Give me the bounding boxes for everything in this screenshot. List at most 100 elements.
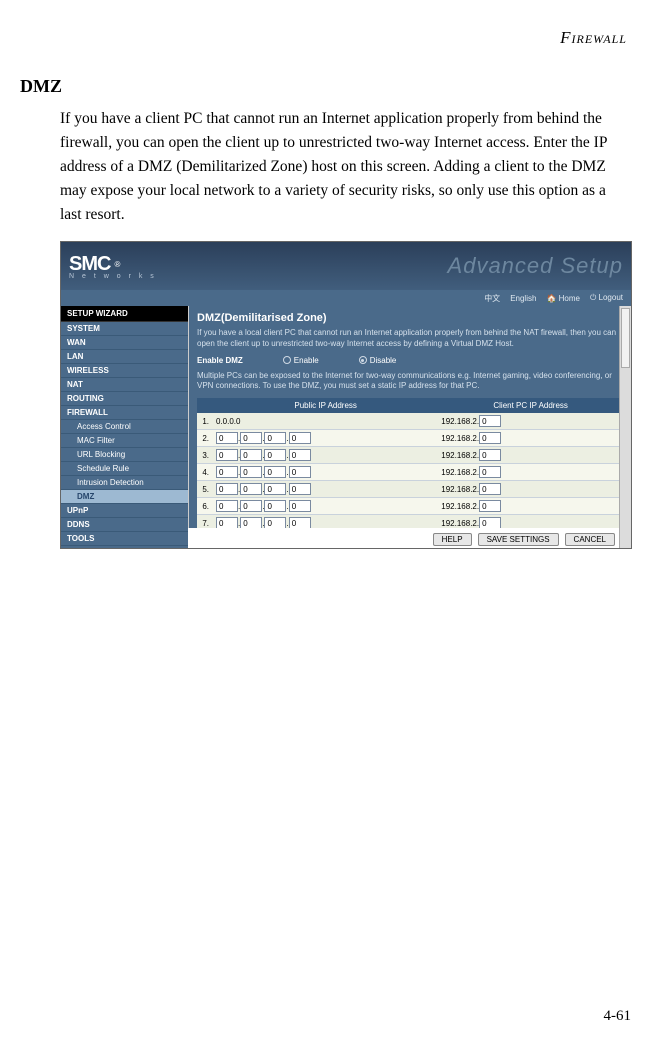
sidebar-item-routing[interactable]: ROUTING xyxy=(61,392,188,406)
sidebar-sub-url-blocking[interactable]: URL Blocking xyxy=(61,448,188,462)
scrollbar-thumb[interactable] xyxy=(621,308,630,368)
page-number: 4-61 xyxy=(604,1008,632,1025)
sidebar-item-lan[interactable]: LAN xyxy=(61,350,188,364)
sidebar-item-wireless[interactable]: WIRELESS xyxy=(61,364,188,378)
sidebar: SETUP WIZARD SYSTEM WAN LAN WIRELESS NAT… xyxy=(61,306,189,528)
enable-radio[interactable]: Enable xyxy=(283,356,319,365)
body-paragraph: If you have a client PC that cannot run … xyxy=(60,107,627,227)
main-panel: DMZ(Demilitarised Zone) If you have a lo… xyxy=(189,306,631,528)
public-ip-cell: 0.0.0.0 xyxy=(213,498,438,515)
sidebar-item-ddns[interactable]: DDNS xyxy=(61,518,188,532)
sidebar-item-upnp[interactable]: UPnP xyxy=(61,504,188,518)
sidebar-setup-wizard[interactable]: SETUP WIZARD xyxy=(61,306,188,322)
ip-octet-input[interactable]: 0 xyxy=(240,466,262,478)
client-ip-input[interactable]: 0 xyxy=(479,432,501,444)
ip-octet-input[interactable]: 0 xyxy=(216,483,238,495)
ip-octet-input[interactable]: 0 xyxy=(240,500,262,512)
client-ip-cell: 192.168.2.0 xyxy=(438,413,623,430)
sidebar-item-wan[interactable]: WAN xyxy=(61,336,188,350)
ip-octet-input[interactable]: 0 xyxy=(264,500,286,512)
client-ip-cell: 192.168.2.0 xyxy=(438,447,623,464)
router-ui-screenshot: SMC ® N e t w o r k s Advanced Setup 中文 … xyxy=(60,241,632,549)
sidebar-item-system[interactable]: SYSTEM xyxy=(61,322,188,336)
ip-octet-input[interactable]: 0 xyxy=(216,432,238,444)
row-number: 1. xyxy=(197,413,213,430)
sidebar-sub-dmz[interactable]: DMZ xyxy=(61,490,188,504)
row-number: 5. xyxy=(197,481,213,498)
ip-octet-input[interactable]: 0 xyxy=(289,432,311,444)
public-ip-cell: 0.0.0.0 xyxy=(213,481,438,498)
ip-octet-input[interactable]: 0 xyxy=(240,449,262,461)
ip-octet-input[interactable]: 0 xyxy=(264,517,286,528)
ip-octet-input[interactable]: 0 xyxy=(289,517,311,528)
ip-octet-input[interactable]: 0 xyxy=(240,432,262,444)
client-ip-input[interactable]: 0 xyxy=(479,517,501,528)
sidebar-sub-mac-filter[interactable]: MAC Filter xyxy=(61,434,188,448)
ip-octet-input[interactable]: 0 xyxy=(240,483,262,495)
page-running-header: Firewall xyxy=(20,28,627,48)
button-row: HELP SAVE SETTINGS CANCEL xyxy=(433,533,615,546)
row-number: 3. xyxy=(197,447,213,464)
home-link[interactable]: 🏠 Home xyxy=(546,294,580,303)
cancel-button[interactable]: CANCEL xyxy=(565,533,615,546)
smc-logo: SMC ® N e t w o r k s xyxy=(69,253,157,280)
table-row: 2.0.0.0.0192.168.2.0 xyxy=(197,430,623,447)
sidebar-item-tools[interactable]: TOOLS xyxy=(61,532,188,546)
sidebar-sub-schedule-rule[interactable]: Schedule Rule xyxy=(61,462,188,476)
row-number: 2. xyxy=(197,430,213,447)
row-number: 7. xyxy=(197,515,213,528)
section-title: DMZ xyxy=(20,76,631,97)
ip-octet-input[interactable]: 0 xyxy=(289,500,311,512)
client-ip-input[interactable]: 0 xyxy=(479,466,501,478)
sidebar-item-firewall[interactable]: FIREWALL xyxy=(61,406,188,420)
ip-octet-input[interactable]: 0 xyxy=(216,449,238,461)
table-row: 5.0.0.0.0192.168.2.0 xyxy=(197,481,623,498)
th-public-ip: Public IP Address xyxy=(213,398,438,413)
advanced-setup-title: Advanced Setup xyxy=(448,253,623,279)
smc-logo-r: ® xyxy=(114,260,120,269)
client-ip-cell: 192.168.2.0 xyxy=(438,464,623,481)
client-ip-input[interactable]: 0 xyxy=(479,449,501,461)
public-ip-cell: 0.0.0.0 xyxy=(213,515,438,528)
ip-octet-input[interactable]: 0 xyxy=(289,466,311,478)
public-ip-cell: 0.0.0.0 xyxy=(213,464,438,481)
lang-en-link[interactable]: English xyxy=(510,294,536,303)
panel-desc-2: Multiple PCs can be exposed to the Inter… xyxy=(197,371,623,393)
ip-octet-input[interactable]: 0 xyxy=(289,483,311,495)
table-row: 7.0.0.0.0192.168.2.0 xyxy=(197,515,623,528)
ip-octet-input[interactable]: 0 xyxy=(264,449,286,461)
scrollbar[interactable] xyxy=(619,306,631,548)
ip-octet-input[interactable]: 0 xyxy=(216,500,238,512)
sidebar-item-nat[interactable]: NAT xyxy=(61,378,188,392)
public-ip-cell: 0.0.0.0 xyxy=(213,430,438,447)
lang-cn-link[interactable]: 中文 xyxy=(484,293,500,304)
panel-desc-1: If you have a local client PC that canno… xyxy=(197,328,623,350)
table-row: 3.0.0.0.0192.168.2.0 xyxy=(197,447,623,464)
save-settings-button[interactable]: SAVE SETTINGS xyxy=(478,533,559,546)
table-row: 6.0.0.0.0192.168.2.0 xyxy=(197,498,623,515)
dmz-table: Public IP Address Client PC IP Address 1… xyxy=(197,398,623,528)
client-ip-input[interactable]: 0 xyxy=(479,415,501,427)
ip-octet-input[interactable]: 0 xyxy=(264,466,286,478)
disable-radio[interactable]: Disable xyxy=(359,356,397,365)
enable-dmz-label: Enable DMZ xyxy=(197,356,243,365)
help-button[interactable]: HELP xyxy=(433,533,472,546)
table-row: 4.0.0.0.0192.168.2.0 xyxy=(197,464,623,481)
ip-octet-input[interactable]: 0 xyxy=(264,483,286,495)
sidebar-item-status[interactable]: STATUS xyxy=(61,546,188,549)
sidebar-sub-access-control[interactable]: Access Control xyxy=(61,420,188,434)
ip-octet-input[interactable]: 0 xyxy=(264,432,286,444)
ip-octet-input[interactable]: 0 xyxy=(289,449,311,461)
enable-dmz-row: Enable DMZ Enable Disable xyxy=(197,356,623,365)
header-subband: 中文 English 🏠 Home ⏻ Logout xyxy=(61,290,631,306)
client-ip-cell: 192.168.2.0 xyxy=(438,515,623,528)
ip-octet-input[interactable]: 0 xyxy=(216,466,238,478)
ip-octet-input[interactable]: 0 xyxy=(240,517,262,528)
panel-title: DMZ(Demilitarised Zone) xyxy=(197,312,623,324)
logout-link[interactable]: ⏻ Logout xyxy=(590,293,623,303)
header-band: SMC ® N e t w o r k s Advanced Setup xyxy=(61,242,631,290)
client-ip-input[interactable]: 0 xyxy=(479,500,501,512)
client-ip-input[interactable]: 0 xyxy=(479,483,501,495)
ip-octet-input[interactable]: 0 xyxy=(216,517,238,528)
sidebar-sub-intrusion-detection[interactable]: Intrusion Detection xyxy=(61,476,188,490)
